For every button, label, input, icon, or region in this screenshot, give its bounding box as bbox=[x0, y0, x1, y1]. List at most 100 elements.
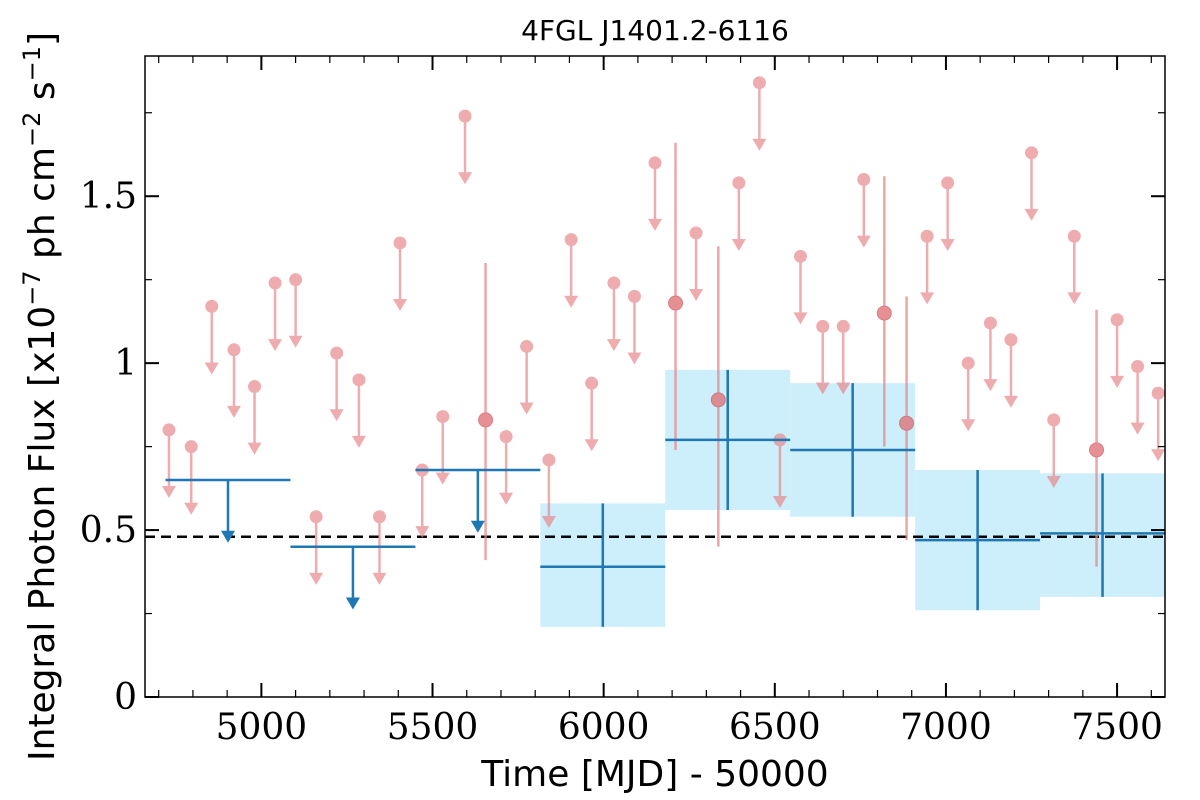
short-detection-point bbox=[899, 415, 915, 431]
short-upper-limit-arrowhead bbox=[161, 486, 176, 499]
short-upper-limit-point bbox=[816, 319, 830, 333]
short-upper-limit-arrowhead bbox=[309, 572, 324, 585]
short-upper-limit-arrowhead bbox=[519, 402, 534, 415]
short-upper-limit-point bbox=[857, 173, 871, 187]
short-upper-limit-arrowhead bbox=[268, 339, 283, 352]
short-upper-limit-arrowhead bbox=[564, 295, 579, 308]
axis-ticks bbox=[145, 56, 1165, 698]
short-upper-limit-17 bbox=[541, 453, 556, 529]
short-upper-limit-point bbox=[248, 380, 262, 394]
long-detection-3 bbox=[915, 469, 1041, 611]
short-upper-limit-arrowhead bbox=[1130, 422, 1145, 435]
short-upper-limit-32 bbox=[940, 176, 955, 251]
short-upper-limit-15 bbox=[499, 430, 514, 505]
short-upper-limit-12 bbox=[415, 463, 430, 539]
y-axis-label-exp-1: −7 bbox=[18, 270, 46, 305]
chart-title: 4FGL J1401.2-6116 bbox=[521, 14, 789, 47]
short-upper-limit-21 bbox=[627, 289, 642, 365]
short-upper-limit-point bbox=[1047, 413, 1061, 427]
short-upper-limit-arrowhead bbox=[940, 238, 955, 251]
short-upper-limit-point bbox=[372, 510, 386, 524]
short-upper-limit-arrowhead bbox=[856, 235, 871, 248]
short-upper-limit-arrowhead bbox=[689, 289, 704, 302]
y-axis-label-unit-2: s bbox=[22, 81, 63, 111]
y-tick-label: 1.5 bbox=[80, 176, 137, 217]
x-tick-labels: 5000 5500 6000 6500 7000 7500 bbox=[216, 707, 1163, 748]
short-upper-limit-25 bbox=[752, 76, 767, 151]
short-bin-series bbox=[161, 76, 1166, 585]
short-upper-limit-point bbox=[352, 373, 366, 387]
short-upper-limit-arrowhead bbox=[351, 435, 366, 448]
short-upper-limit-6 bbox=[288, 273, 303, 348]
short-upper-limit-arrowhead bbox=[288, 335, 303, 348]
short-upper-limit-arrowhead bbox=[415, 526, 430, 539]
short-upper-limit-point bbox=[458, 109, 472, 123]
short-upper-limit-19 bbox=[584, 376, 599, 452]
short-upper-limit-24 bbox=[731, 176, 746, 251]
short-upper-limit-arrowhead bbox=[329, 409, 344, 422]
short-upper-limit-30 bbox=[856, 173, 871, 248]
short-upper-limit-arrowhead bbox=[793, 312, 808, 325]
short-detection-5 bbox=[1089, 309, 1105, 567]
short-upper-limit-33 bbox=[961, 356, 976, 432]
short-upper-limit-point bbox=[162, 423, 176, 437]
short-upper-limit-13 bbox=[435, 410, 450, 485]
short-upper-limit-20 bbox=[606, 276, 621, 352]
short-detection-4 bbox=[899, 296, 915, 541]
short-upper-limit-23 bbox=[689, 226, 704, 302]
short-upper-limit-point bbox=[542, 453, 556, 467]
short-upper-limit-arrowhead bbox=[204, 362, 219, 375]
short-upper-limit-38 bbox=[1067, 229, 1082, 305]
short-detection-3 bbox=[876, 176, 892, 447]
short-upper-limit-point bbox=[499, 430, 513, 444]
short-detection-2 bbox=[710, 246, 726, 547]
short-upper-limit-37 bbox=[1046, 413, 1061, 488]
short-upper-limit-arrowhead bbox=[458, 172, 473, 185]
y-axis-label-exp-2: −2 bbox=[18, 112, 46, 147]
short-upper-limit-arrowhead bbox=[247, 442, 262, 455]
short-upper-limit-arrowhead bbox=[606, 339, 621, 352]
long-upper-limit-arrowhead bbox=[470, 520, 485, 533]
short-upper-limit-point bbox=[393, 236, 407, 250]
short-upper-limit-4 bbox=[247, 380, 262, 455]
y-axis-label-main: Integral Photon Flux [x10 bbox=[22, 306, 63, 761]
y-tick-label: 1 bbox=[114, 343, 137, 384]
short-upper-limit-point bbox=[1110, 313, 1124, 327]
y-axis-label: Integral Photon Flux [x10−7 ph cm−2 s−1] bbox=[18, 32, 63, 761]
short-upper-limit-point bbox=[227, 343, 241, 357]
short-upper-limit-27 bbox=[793, 249, 808, 325]
short-upper-limit-arrowhead bbox=[1024, 208, 1039, 221]
short-upper-limit-8 bbox=[329, 346, 344, 422]
short-upper-limit-31 bbox=[920, 229, 935, 305]
long-detection-1 bbox=[665, 369, 791, 511]
short-upper-limit-36 bbox=[1024, 146, 1039, 221]
short-upper-limit-arrowhead bbox=[372, 572, 387, 585]
short-upper-limit-point bbox=[983, 316, 997, 330]
short-upper-limit-16 bbox=[519, 339, 534, 415]
x-tick-label: 7000 bbox=[900, 707, 992, 748]
short-upper-limit-point bbox=[268, 276, 282, 290]
short-upper-limit-41 bbox=[1151, 386, 1166, 462]
short-upper-limit-2 bbox=[204, 299, 219, 375]
short-upper-limit-28 bbox=[815, 319, 830, 395]
short-upper-limit-arrowhead bbox=[731, 238, 746, 251]
short-upper-limit-arrowhead bbox=[584, 439, 599, 452]
short-upper-limit-18 bbox=[564, 233, 579, 308]
short-upper-limit-40 bbox=[1130, 359, 1145, 435]
short-upper-limit-22 bbox=[648, 156, 662, 231]
short-upper-limit-arrowhead bbox=[772, 496, 787, 509]
short-upper-limit-0 bbox=[161, 423, 176, 499]
short-upper-limit-point bbox=[1067, 229, 1081, 243]
short-upper-limit-arrowhead bbox=[393, 299, 407, 312]
short-upper-limit-arrowhead bbox=[836, 382, 851, 395]
x-tick-label: 7500 bbox=[1071, 707, 1163, 748]
short-upper-limit-point bbox=[689, 226, 703, 240]
long-upper-limit-arrowhead bbox=[345, 597, 360, 610]
x-tick-label: 6500 bbox=[729, 707, 821, 748]
short-upper-limit-arrowhead bbox=[1046, 475, 1061, 488]
x-axis-label: Time [MJD] - 50000 bbox=[480, 754, 828, 795]
short-detection-point bbox=[876, 305, 892, 321]
short-upper-limit-point bbox=[941, 176, 955, 190]
short-upper-limit-arrowhead bbox=[1151, 449, 1166, 462]
short-upper-limit-5 bbox=[268, 276, 283, 352]
